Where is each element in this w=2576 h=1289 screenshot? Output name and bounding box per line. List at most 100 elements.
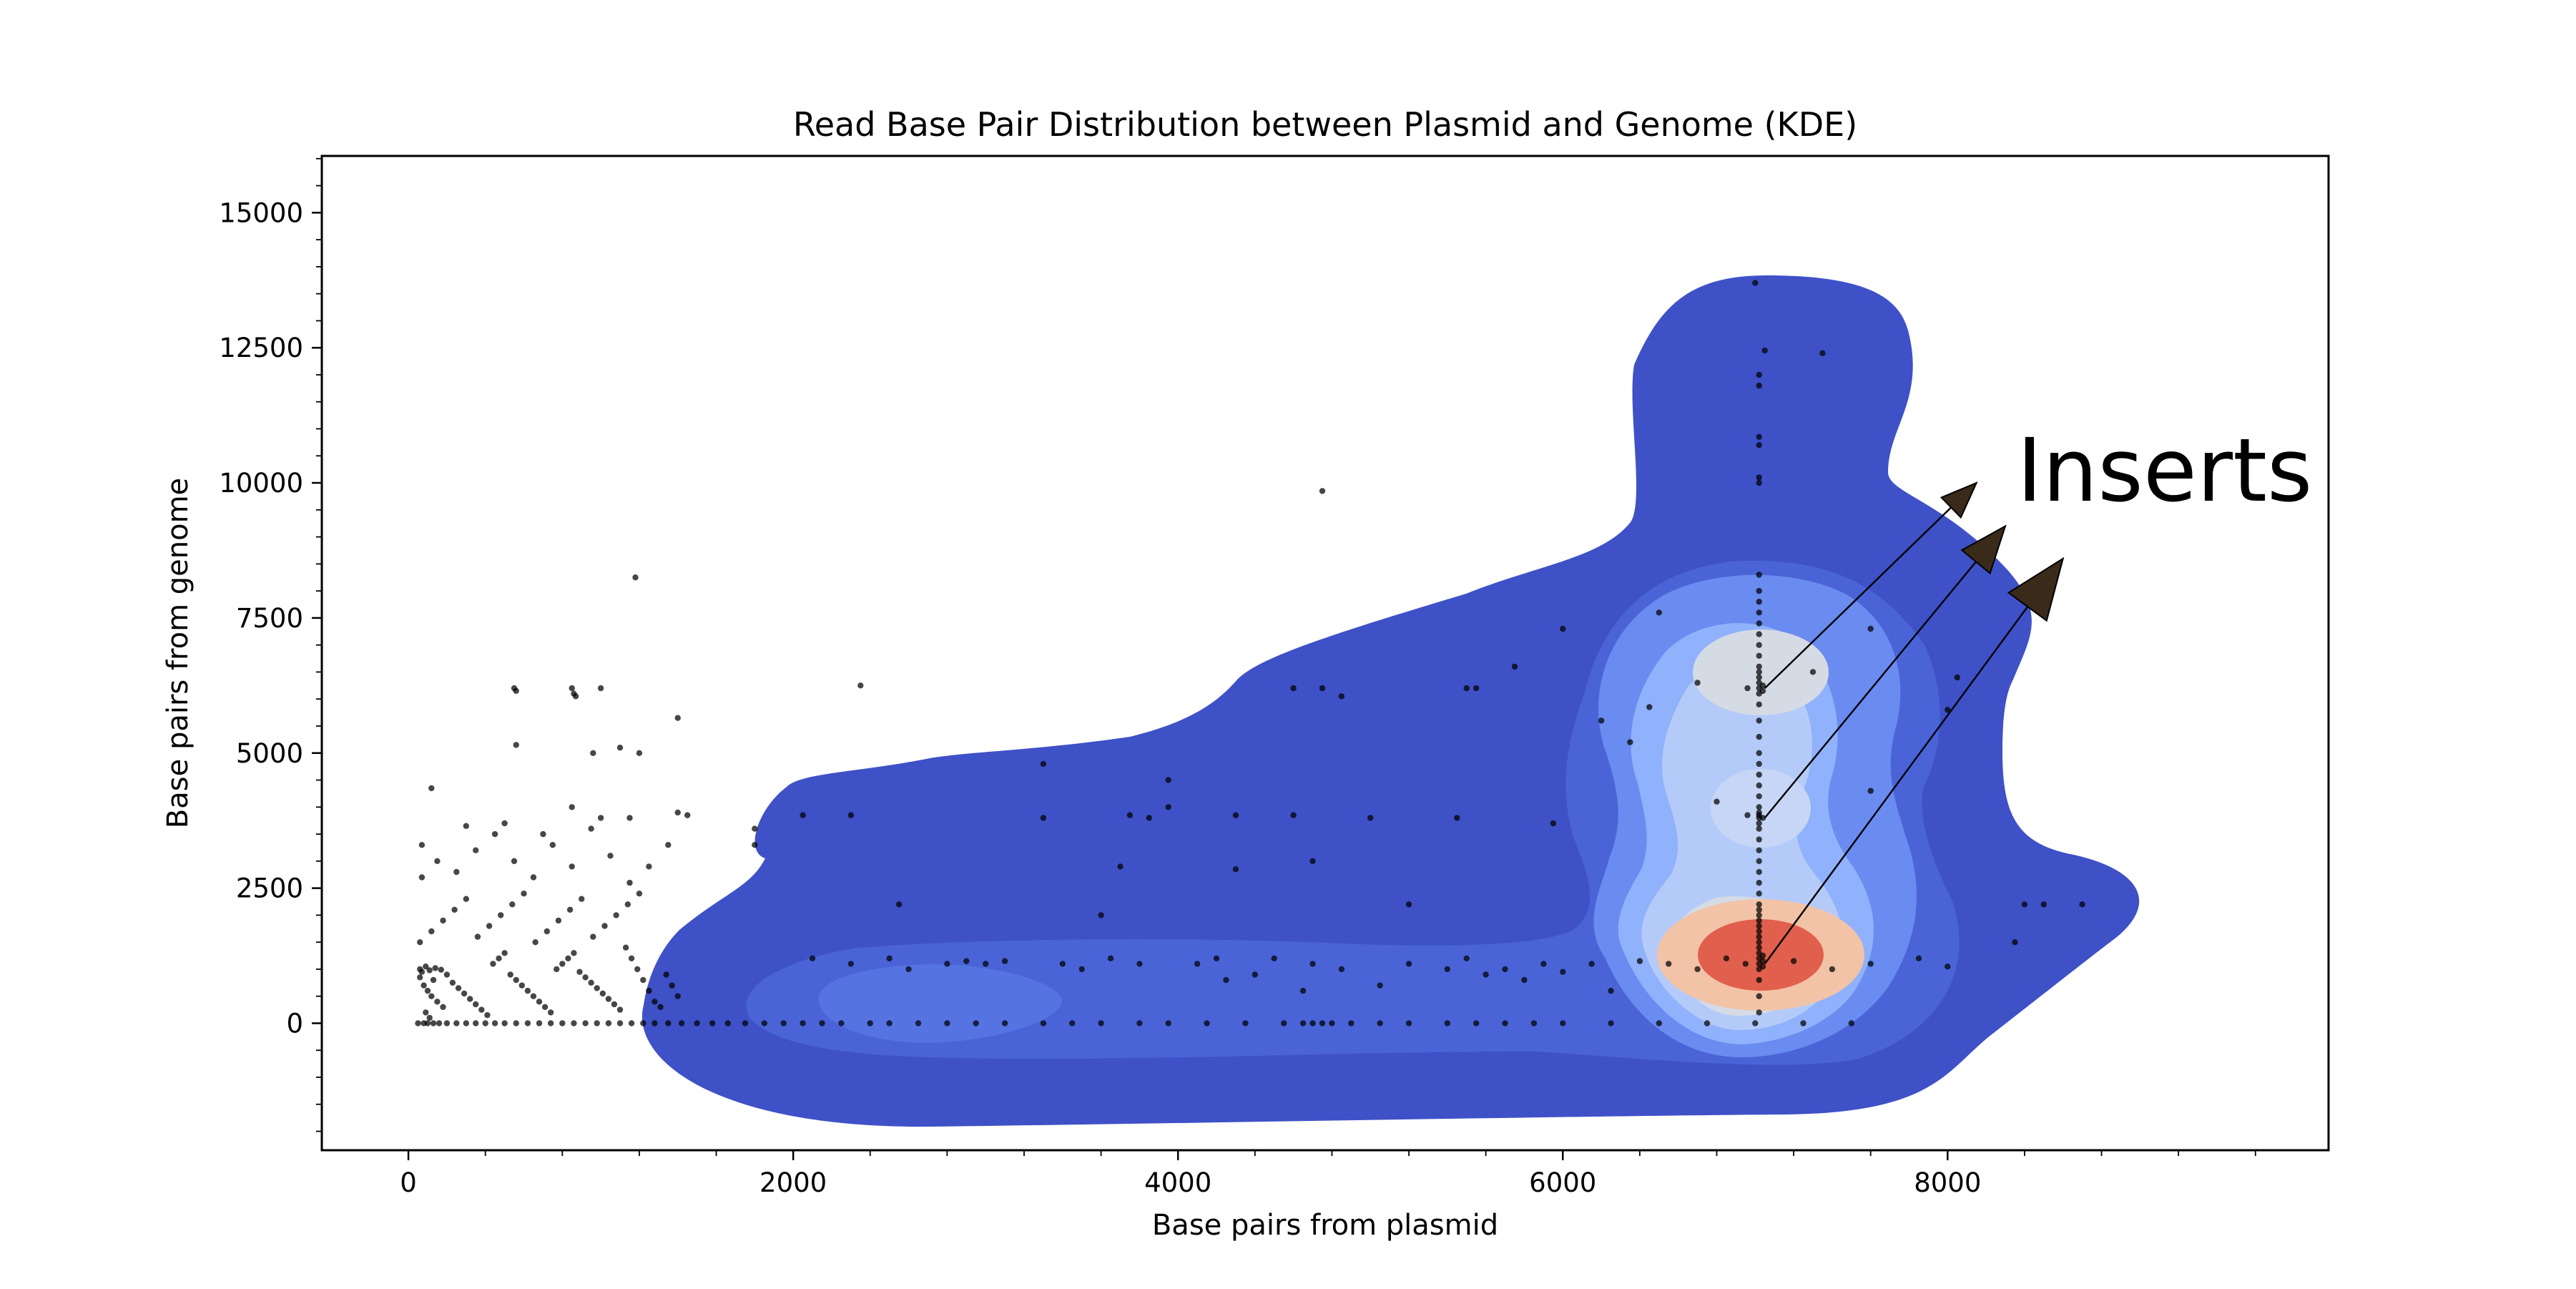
scatter-point <box>1756 836 1762 843</box>
y-tick-label: 0 <box>286 1008 303 1039</box>
scatter-point <box>742 1020 749 1026</box>
scatter-point <box>1001 1020 1008 1026</box>
scatter-point <box>1756 663 1762 670</box>
scatter-point <box>1752 1020 1759 1026</box>
scatter-point <box>1405 901 1412 908</box>
scatter-point <box>443 971 451 978</box>
scatter-point <box>432 965 438 971</box>
scatter-point <box>1319 488 1326 494</box>
scatter-point <box>1377 982 1383 989</box>
scatter-point <box>486 923 493 929</box>
x-tick-label: 6000 <box>1529 1167 1596 1198</box>
scatter-point <box>1756 631 1762 637</box>
scatter-point <box>491 830 498 838</box>
scatter-point <box>674 809 681 816</box>
scatter-point <box>1309 961 1316 967</box>
scatter-point <box>1588 961 1595 967</box>
scatter-point <box>438 966 444 973</box>
scatter-point <box>1059 961 1066 967</box>
scatter-point <box>453 868 460 876</box>
scatter-point <box>1473 685 1480 692</box>
scatter-point <box>491 1020 498 1026</box>
scatter-point <box>496 955 502 962</box>
scatter-point <box>657 1004 664 1011</box>
kde-density-contours <box>641 275 2140 1127</box>
scatter-point <box>424 987 431 994</box>
annotation-inserts-label: Inserts <box>2017 420 2312 521</box>
scatter-point <box>1759 815 1766 821</box>
scatter-point <box>1204 1020 1210 1026</box>
scatter-point <box>1867 961 1874 967</box>
y-tick-label: 12500 <box>219 333 303 363</box>
scatter-point <box>1098 912 1104 918</box>
scatter-point <box>1744 812 1751 818</box>
scatter-point <box>1756 442 1762 449</box>
scatter-point <box>1759 952 1766 959</box>
scatter-point <box>1752 280 1759 286</box>
scatter-point <box>669 982 675 989</box>
x-tick-label: 0 <box>400 1167 417 1198</box>
scatter-point <box>418 969 426 975</box>
scatter-point <box>694 1020 700 1026</box>
scatter-point <box>1666 961 1672 967</box>
scatter-point <box>1608 987 1614 994</box>
scatter-point <box>421 982 427 989</box>
scatter-point <box>1367 815 1374 821</box>
scatter-point <box>1945 964 1951 970</box>
scatter-point <box>1309 858 1316 865</box>
scatter-point <box>857 682 864 689</box>
scatter-point <box>1756 717 1762 724</box>
scatter-point <box>1117 863 1124 870</box>
scatter-point <box>2079 901 2085 908</box>
scatter-point <box>1756 793 1762 800</box>
scatter-point <box>554 966 560 973</box>
scatter-point <box>1463 685 1470 692</box>
annotation-arrow-line <box>1764 558 2064 965</box>
scatter-point <box>511 858 518 865</box>
y-tick-label: 2500 <box>236 873 303 904</box>
scatter-point <box>1759 964 1766 970</box>
scatter-point <box>1242 1020 1249 1026</box>
scatter-point <box>430 1020 437 1026</box>
scatter-point <box>449 979 456 986</box>
scatter-point <box>597 815 604 821</box>
scatter-point <box>549 842 556 848</box>
scatter-point <box>1848 1020 1854 1026</box>
scatter-point <box>1742 961 1749 967</box>
scatter-point <box>536 999 543 1005</box>
scatter-point <box>467 996 473 1002</box>
scatter-point <box>597 685 604 692</box>
scatter-point <box>1502 1020 1508 1026</box>
scatter-point <box>501 820 508 827</box>
scatter-point <box>1756 825 1762 832</box>
scatter-point <box>1454 815 1460 821</box>
y-axis-label: Base pairs from genome <box>162 478 195 828</box>
scatter-point <box>634 966 641 973</box>
scatter-point <box>640 976 647 984</box>
scatter-point <box>1405 1020 1412 1026</box>
scatter-point <box>809 955 816 962</box>
x-tick-label: 2000 <box>759 1167 827 1198</box>
scatter-point <box>1001 958 1008 964</box>
scatter-point <box>1756 771 1762 778</box>
scatter-point <box>443 1020 451 1026</box>
scatter-point <box>1756 371 1762 378</box>
scatter-point <box>1040 815 1047 821</box>
scatter-point <box>1560 1020 1566 1026</box>
scatter-point <box>571 950 577 956</box>
scatter-point <box>436 1020 443 1026</box>
scatter-point <box>536 1020 543 1026</box>
scatter-point <box>1078 966 1085 973</box>
scatter-point <box>646 863 652 870</box>
scatter-point <box>626 815 633 821</box>
scatter-point <box>1756 572 1762 578</box>
scatter-point <box>616 1006 624 1013</box>
scatter-point <box>2040 901 2047 908</box>
scatter-point <box>1290 685 1297 692</box>
scatter-point <box>1756 923 1762 929</box>
scatter-point <box>646 987 652 994</box>
scatter-point <box>555 917 562 924</box>
x-tick-label: 8000 <box>1914 1167 1981 1198</box>
scatter-point <box>453 1020 460 1026</box>
